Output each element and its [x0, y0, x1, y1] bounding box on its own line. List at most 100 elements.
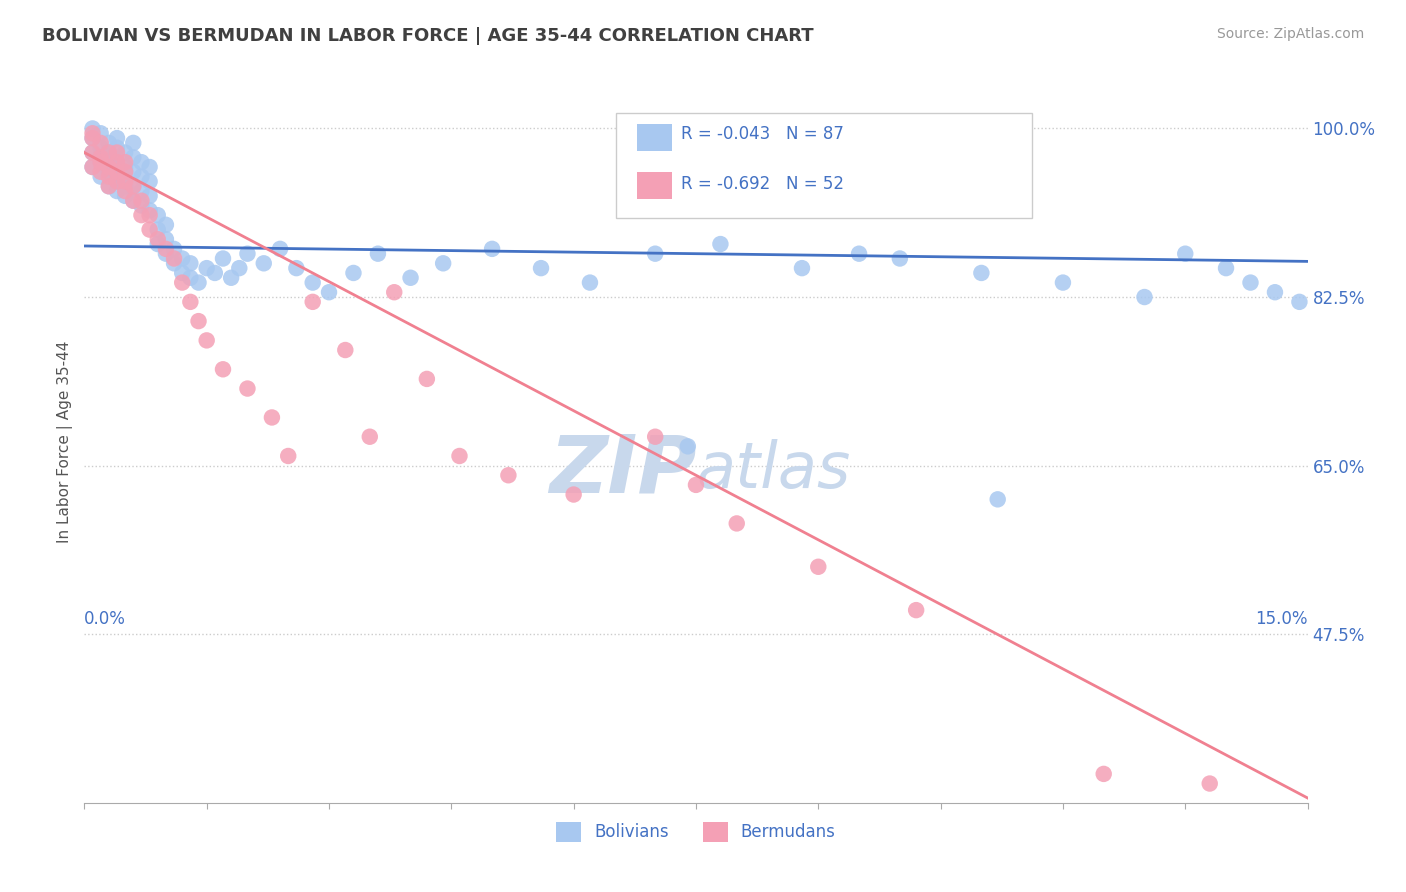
Point	[155, 242, 177, 256]
Point	[579, 276, 602, 290]
Point	[790, 261, 813, 276]
Point	[97, 150, 120, 164]
Point	[970, 266, 993, 280]
Point	[195, 261, 218, 276]
Point	[195, 334, 218, 348]
Point	[114, 184, 136, 198]
Point	[253, 256, 276, 270]
Point	[97, 145, 120, 160]
Point	[131, 169, 153, 184]
Point	[416, 372, 439, 386]
Point	[97, 145, 120, 160]
Legend: Bolivians, Bermudans: Bolivians, Bermudans	[550, 815, 842, 848]
Point	[146, 237, 169, 252]
Point	[498, 468, 520, 483]
Point	[709, 237, 731, 252]
Text: R = -0.043   N = 87: R = -0.043 N = 87	[682, 126, 844, 144]
Point	[90, 126, 112, 140]
Point	[105, 169, 128, 184]
Point	[82, 145, 104, 160]
Point	[807, 559, 830, 574]
Point	[179, 294, 201, 309]
Point	[90, 155, 112, 169]
Point	[90, 169, 112, 184]
Point	[155, 232, 177, 246]
Point	[219, 270, 242, 285]
Point	[1288, 294, 1310, 309]
Point	[114, 179, 136, 194]
Point	[105, 155, 128, 169]
Point	[848, 246, 870, 260]
Point	[90, 155, 112, 169]
Point	[905, 603, 928, 617]
Point	[105, 155, 128, 169]
Point	[676, 439, 699, 453]
Point	[163, 252, 186, 266]
Point	[97, 179, 120, 194]
Point	[179, 270, 201, 285]
Point	[301, 276, 323, 290]
Point	[562, 487, 585, 501]
Point	[114, 145, 136, 160]
Point	[172, 252, 194, 266]
Point	[146, 208, 169, 222]
Point	[260, 410, 283, 425]
Point	[269, 242, 291, 256]
Point	[644, 430, 666, 444]
Point	[172, 266, 194, 280]
Point	[82, 131, 104, 145]
Point	[138, 174, 160, 188]
Point	[1174, 246, 1197, 260]
Point	[82, 160, 104, 174]
Point	[105, 160, 128, 174]
Point	[122, 179, 145, 194]
Point	[105, 131, 128, 145]
Point	[122, 165, 145, 179]
Point	[367, 246, 389, 260]
Point	[1052, 276, 1074, 290]
Text: ZIP: ZIP	[548, 432, 696, 509]
Text: Source: ZipAtlas.com: Source: ZipAtlas.com	[1216, 27, 1364, 41]
Point	[114, 160, 136, 174]
Point	[97, 160, 120, 174]
Point	[155, 218, 177, 232]
Point	[82, 121, 104, 136]
Point	[187, 314, 209, 328]
Point	[382, 285, 405, 300]
Point	[82, 145, 104, 160]
Point	[105, 165, 128, 179]
Point	[105, 174, 128, 188]
Point	[122, 150, 145, 164]
Point	[114, 174, 136, 188]
Point	[105, 174, 128, 188]
Point	[725, 516, 748, 531]
Point	[131, 155, 153, 169]
Point	[122, 136, 145, 150]
Point	[90, 150, 112, 164]
Point	[122, 179, 145, 194]
Point	[138, 222, 160, 236]
Point	[114, 189, 136, 203]
Point	[449, 449, 471, 463]
Point	[131, 194, 153, 208]
Point	[82, 126, 104, 140]
Point	[114, 174, 136, 188]
Point	[285, 261, 308, 276]
Point	[1198, 776, 1220, 790]
Point	[228, 261, 250, 276]
Point	[644, 246, 666, 260]
Point	[131, 208, 153, 222]
Point	[138, 189, 160, 203]
Point	[1264, 285, 1286, 300]
Text: 15.0%: 15.0%	[1256, 610, 1308, 628]
Point	[179, 256, 201, 270]
Point	[90, 141, 112, 155]
Bar	[637, 172, 672, 200]
Point	[481, 242, 503, 256]
Point	[1215, 261, 1237, 276]
Point	[187, 276, 209, 290]
Point	[105, 145, 128, 160]
Point	[1092, 767, 1115, 781]
Bar	[637, 124, 672, 151]
Point	[82, 160, 104, 174]
